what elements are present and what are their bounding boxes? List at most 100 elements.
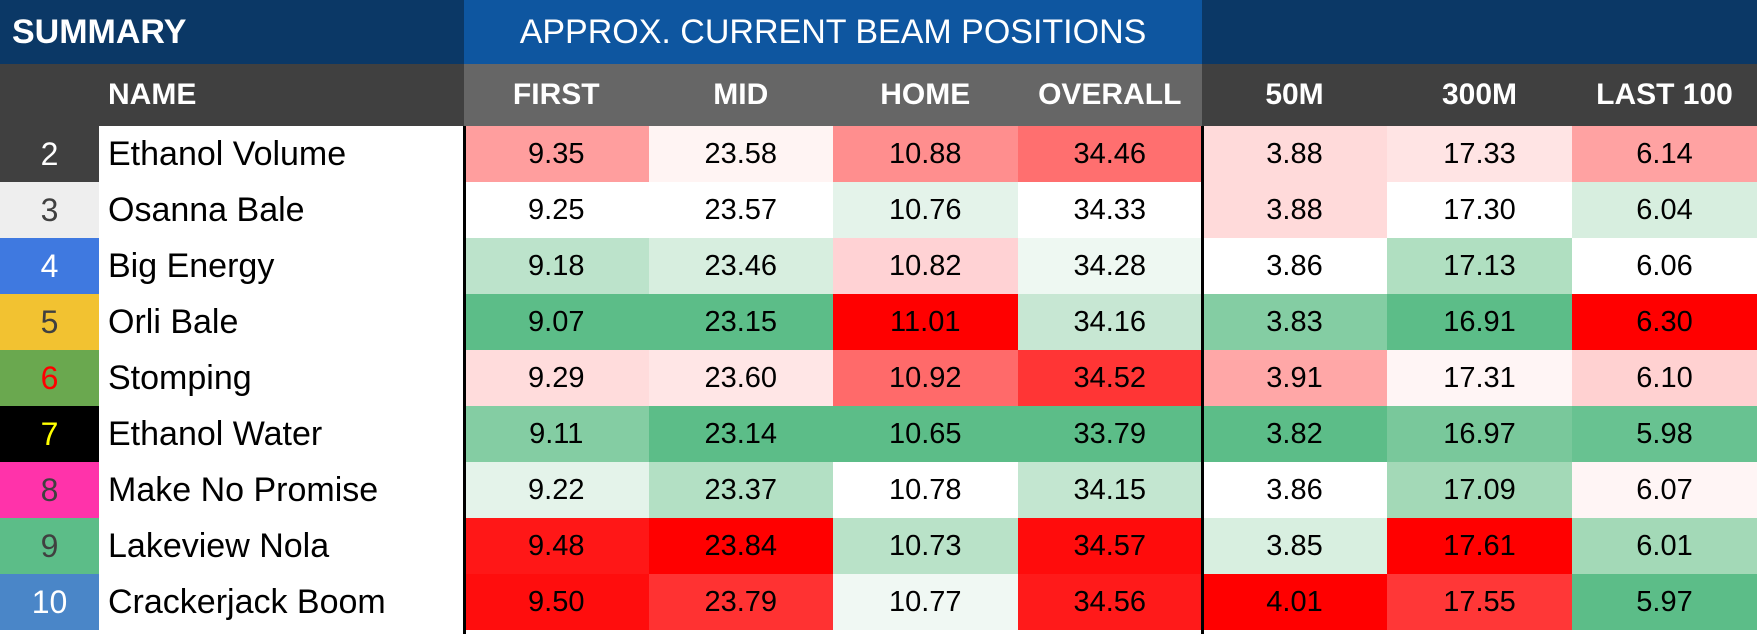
- runner-name: Ethanol Volume: [99, 126, 464, 182]
- 300m-value-cell: 17.31: [1387, 350, 1572, 406]
- 300m-value-cell: 17.09: [1387, 462, 1572, 518]
- table-row: 2 Ethanol Volume 9.35 23.58 10.88 34.46 3.88 17…: [0, 126, 1757, 182]
- first-value-cell: 9.25: [464, 182, 649, 238]
- home-value-cell: 10.73: [833, 518, 1018, 574]
- overall-value-cell: 34.16: [1017, 294, 1202, 350]
- mid-value-cell: 23.37: [648, 462, 833, 518]
- first-column-header: FIRST: [464, 64, 649, 126]
- name-divider-line: [463, 126, 466, 634]
- runner-number: 9: [0, 518, 99, 574]
- 50m-value-cell: 3.86: [1202, 238, 1387, 294]
- table-row: 6 Stomping 9.29 23.60 10.92 34.52 3.91 17.31 6.1…: [0, 350, 1757, 406]
- 300m-column-header: 300M: [1387, 64, 1572, 126]
- mid-value-cell: 23.46: [648, 238, 833, 294]
- runner-number: 7: [0, 406, 99, 462]
- 50m-value-cell: 3.83: [1202, 294, 1387, 350]
- last100-value-cell: 6.07: [1572, 462, 1757, 518]
- last100-value-cell: 6.10: [1572, 350, 1757, 406]
- table-row: 5 Orli Bale 9.07 23.15 11.01 34.16 3.83 16.91 6.…: [0, 294, 1757, 350]
- last100-value-cell: 5.98: [1572, 406, 1757, 462]
- runner-name: Osanna Bale: [99, 182, 464, 238]
- home-value-cell: 10.65: [833, 406, 1018, 462]
- 300m-value-cell: 17.55: [1387, 574, 1572, 630]
- runner-number: 10: [0, 574, 99, 630]
- overall-value-cell: 34.52: [1017, 350, 1202, 406]
- home-value-cell: 10.88: [833, 126, 1018, 182]
- first-value-cell: 9.07: [464, 294, 649, 350]
- 50m-value-cell: 4.01: [1202, 574, 1387, 630]
- overall-value-cell: 34.28: [1017, 238, 1202, 294]
- runner-name: Crackerjack Boom: [99, 574, 464, 630]
- first-value-cell: 9.29: [464, 350, 649, 406]
- runner-number: 4: [0, 238, 99, 294]
- runner-number: 2: [0, 126, 99, 182]
- 300m-value-cell: 17.33: [1387, 126, 1572, 182]
- last100-value-cell: 6.14: [1572, 126, 1757, 182]
- 50m-column-header: 50M: [1202, 64, 1387, 126]
- table-row: 7 Ethanol Water 9.11 23.14 10.65 33.79 3.82 16.…: [0, 406, 1757, 462]
- 50m-value-cell: 3.86: [1202, 462, 1387, 518]
- overall-value-cell: 33.79: [1017, 406, 1202, 462]
- summary-title: SUMMARY: [0, 0, 464, 64]
- header-row: NAME FIRST MID HOME OVERALL 50M 300M LAS…: [0, 64, 1757, 126]
- name-column-header: NAME: [99, 64, 464, 126]
- mid-value-cell: 23.58: [648, 126, 833, 182]
- runner-name: Lakeview Nola: [99, 518, 464, 574]
- runner-number: 6: [0, 350, 99, 406]
- home-column-header: HOME: [833, 64, 1018, 126]
- first-value-cell: 9.50: [464, 574, 649, 630]
- first-value-cell: 9.18: [464, 238, 649, 294]
- 300m-value-cell: 17.13: [1387, 238, 1572, 294]
- mid-column-header: MID: [648, 64, 833, 126]
- overall-column-header: OVERALL: [1017, 64, 1202, 126]
- 300m-value-cell: 16.97: [1387, 406, 1572, 462]
- title-filler: [1202, 0, 1757, 64]
- 50m-value-cell: 3.85: [1202, 518, 1387, 574]
- first-value-cell: 9.48: [464, 518, 649, 574]
- title-row: SUMMARY APPROX. CURRENT BEAM POSITIONS: [0, 0, 1757, 64]
- mid-value-cell: 23.14: [648, 406, 833, 462]
- home-value-cell: 10.77: [833, 574, 1018, 630]
- overall-value-cell: 34.33: [1017, 182, 1202, 238]
- last100-column-header: LAST 100: [1572, 64, 1757, 126]
- 50m-value-cell: 3.91: [1202, 350, 1387, 406]
- last100-value-cell: 6.30: [1572, 294, 1757, 350]
- first-value-cell: 9.35: [464, 126, 649, 182]
- 50m-value-cell: 3.88: [1202, 126, 1387, 182]
- section-divider-line: [1201, 126, 1204, 634]
- 300m-value-cell: 17.61: [1387, 518, 1572, 574]
- 300m-value-cell: 16.91: [1387, 294, 1572, 350]
- runner-number: 8: [0, 462, 99, 518]
- home-value-cell: 10.92: [833, 350, 1018, 406]
- home-value-cell: 10.76: [833, 182, 1018, 238]
- first-value-cell: 9.11: [464, 406, 649, 462]
- runner-name: Make No Promise: [99, 462, 464, 518]
- last100-value-cell: 6.01: [1572, 518, 1757, 574]
- overall-value-cell: 34.57: [1017, 518, 1202, 574]
- overall-value-cell: 34.56: [1017, 574, 1202, 630]
- first-value-cell: 9.22: [464, 462, 649, 518]
- 50m-value-cell: 3.88: [1202, 182, 1387, 238]
- table-row: 10 Crackerjack Boom 9.50 23.79 10.77 34.56 4.0…: [0, 574, 1757, 630]
- overall-value-cell: 34.15: [1017, 462, 1202, 518]
- mid-value-cell: 23.15: [648, 294, 833, 350]
- last100-value-cell: 6.04: [1572, 182, 1757, 238]
- 300m-value-cell: 17.30: [1387, 182, 1572, 238]
- beam-positions-title: APPROX. CURRENT BEAM POSITIONS: [464, 0, 1202, 64]
- table-row: 4 Big Energy 9.18 23.46 10.82 34.28 3.86 17.13 6…: [0, 238, 1757, 294]
- 50m-value-cell: 3.82: [1202, 406, 1387, 462]
- table-row: 8 Make No Promise 9.22 23.37 10.78 34.15 3.86 1…: [0, 462, 1757, 518]
- runner-name: Big Energy: [99, 238, 464, 294]
- runner-number: 3: [0, 182, 99, 238]
- mid-value-cell: 23.79: [648, 574, 833, 630]
- home-value-cell: 10.82: [833, 238, 1018, 294]
- home-value-cell: 11.01: [833, 294, 1018, 350]
- overall-value-cell: 34.46: [1017, 126, 1202, 182]
- runner-name: Orli Bale: [99, 294, 464, 350]
- runner-name: Stomping: [99, 350, 464, 406]
- table-row: 3 Osanna Bale 9.25 23.57 10.76 34.33 3.88 17.30…: [0, 182, 1757, 238]
- number-column-header: [0, 64, 99, 126]
- runner-name: Ethanol Water: [99, 406, 464, 462]
- runner-number: 5: [0, 294, 99, 350]
